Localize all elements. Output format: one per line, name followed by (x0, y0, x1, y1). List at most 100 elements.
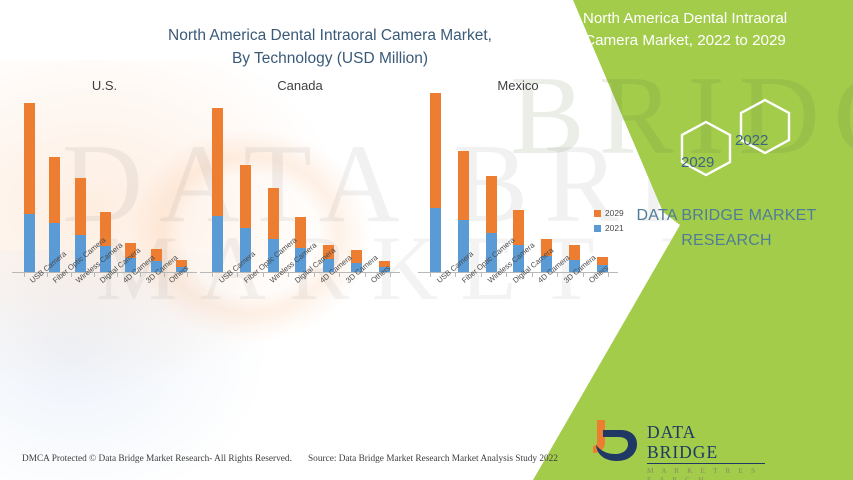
stacked-bar[interactable] (323, 244, 335, 272)
hexagon-group: 2022 2029 (669, 96, 799, 186)
panel-title-line-2: Camera Market, 2022 to 2029 (584, 32, 786, 49)
bar-segment-2029 (99, 212, 111, 247)
panel-brand-line-2: RESEARCH (681, 232, 772, 249)
stacked-bar[interactable] (267, 187, 279, 272)
bar-segment-2029 (541, 238, 553, 257)
legend-label: 2029 (605, 208, 624, 218)
bar-segment-2029 (295, 216, 307, 249)
x-axis-line (200, 272, 400, 273)
chart-title-line-2: By Technology (USD Million) (231, 50, 429, 67)
stacked-bar[interactable] (99, 212, 111, 272)
logo-main-text: DATA BRIDGE (647, 422, 719, 462)
bar-segment-2021 (485, 232, 497, 272)
data-bridge-mark-icon (593, 420, 637, 461)
source-note: Source: Data Bridge Market Research Mark… (308, 454, 558, 464)
stacked-bar[interactable] (541, 238, 553, 272)
plot-area (12, 100, 197, 277)
chart-title: North America Dental Intraoral Camera Ma… (120, 24, 540, 70)
legend-label: 2021 (605, 223, 624, 233)
panel-brand-line-1: DATA BRIDGE MARKET (636, 207, 817, 224)
stacked-bar[interactable] (295, 216, 307, 272)
plot-area (200, 100, 400, 277)
bar-segment-2021 (74, 234, 86, 272)
bar-group (24, 100, 187, 272)
x-axis-ticks (12, 272, 197, 277)
stacked-bar[interactable] (212, 107, 223, 272)
chart-legend: 2029 2021 (594, 208, 624, 238)
hexagon-2022-label: 2022 (735, 132, 769, 149)
bar-segment-2021 (150, 261, 162, 272)
hexagon-2029-label: 2029 (681, 154, 715, 171)
bar-segment-2029 (457, 151, 469, 220)
stacked-bar[interactable] (239, 164, 251, 272)
bar-segment-2029 (596, 257, 608, 266)
stacked-bar[interactable] (125, 242, 137, 272)
legend-swatch-icon (594, 224, 601, 232)
bar-segment-2029 (212, 107, 223, 216)
stacked-bar[interactable] (175, 260, 187, 272)
stacked-bar[interactable] (569, 245, 581, 272)
chart-country-label: U.S. (91, 78, 118, 93)
bar-segment-2029 (74, 177, 86, 235)
bar-segment-2029 (430, 93, 441, 209)
x-axis-ticks (418, 272, 618, 277)
bar-segment-2029 (239, 164, 251, 228)
chart-country-label: Canada (277, 78, 323, 93)
stacked-bar[interactable] (457, 151, 469, 272)
bar-segment-2021 (569, 260, 581, 272)
x-axis-ticks (200, 272, 400, 277)
bar-segment-2021 (99, 246, 111, 272)
legend-item[interactable]: 2029 (594, 208, 624, 218)
chart-title-line-1: North America Dental Intraoral Camera Ma… (168, 27, 492, 44)
chart-panel-canada: Canada USB Camera Fiber Optic Camera Wirele… (200, 78, 400, 293)
bar-segment-2029 (267, 187, 279, 239)
bar-segment-2029 (24, 102, 35, 215)
dmca-notice: DMCA Protected © Data Bridge Market Rese… (22, 454, 292, 464)
bar-segment-2021 (295, 248, 307, 272)
bar-segment-2021 (596, 265, 608, 272)
bar-segment-2029 (485, 175, 497, 233)
x-axis-line (418, 272, 618, 273)
stacked-bar[interactable] (150, 249, 162, 272)
bar-segment-2029 (150, 249, 162, 262)
bar-segment-2029 (351, 250, 363, 264)
stacked-bar[interactable] (485, 175, 497, 272)
stacked-bar[interactable] (378, 261, 390, 272)
chart-country-label: Mexico (497, 78, 539, 93)
bar-segment-2021 (351, 263, 363, 272)
bar-segment-2021 (212, 215, 223, 272)
hexagon-2022-shape (739, 98, 791, 155)
stacked-bar[interactable] (513, 210, 525, 272)
logo-text: DATA BRIDGE M A R K E T R E S E A R C H (647, 422, 765, 480)
bar-segment-2021 (239, 227, 251, 272)
plot-area (418, 93, 618, 277)
footer: DMCA Protected © Data Bridge Market Rese… (0, 444, 853, 480)
x-axis-line (12, 272, 197, 273)
stacked-bar[interactable] (430, 93, 441, 272)
bar-segment-2021 (430, 208, 441, 272)
stacked-bar[interactable] (24, 102, 35, 272)
stacked-bar[interactable] (74, 177, 86, 272)
panel-title-line-1: North America Dental Intraoral (582, 10, 788, 27)
bar-segment-2029 (513, 210, 525, 246)
bar-segment-2021 (125, 258, 137, 272)
bar-segment-2029 (125, 242, 137, 259)
bar-group (212, 100, 390, 272)
bar-segment-2021 (513, 245, 525, 272)
bar-segment-2021 (267, 238, 279, 272)
panel-title: North America Dental Intraoral Camera Ma… (535, 8, 835, 52)
hexagon-2029-shape (680, 120, 732, 177)
stacked-bar[interactable] (49, 157, 61, 272)
data-bridge-logo: DATA BRIDGE M A R K E T R E S E A R C H (587, 418, 765, 480)
legend-item[interactable]: 2021 (594, 223, 624, 233)
bar-segment-2021 (378, 267, 390, 272)
bar-segment-2021 (541, 256, 553, 272)
x-axis-labels: USB Camera Fiber Optic Camera Wireless Cam… (200, 235, 400, 332)
bar-segment-2021 (49, 222, 61, 272)
x-axis-labels: USB Camera Fiber Optic Camera Wireless Cam… (418, 235, 618, 332)
bar-segment-2029 (378, 261, 390, 268)
bar-segment-2021 (457, 219, 469, 272)
stacked-bar[interactable] (596, 257, 608, 272)
stacked-bar[interactable] (351, 250, 363, 272)
